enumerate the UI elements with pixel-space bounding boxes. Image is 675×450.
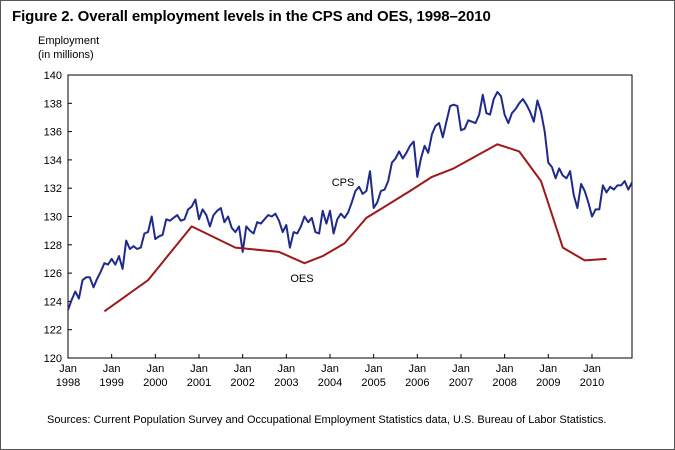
y-tick-label: 130: [44, 212, 62, 224]
x-tick-label-year: 2007: [449, 377, 473, 389]
x-tick-label-year: 2010: [580, 377, 604, 389]
x-tick-label-year: 1998: [56, 377, 80, 389]
x-tick-label-year: 2006: [405, 377, 429, 389]
series-line-oes: [103, 143, 607, 313]
x-tick-label-month: Jan: [408, 363, 426, 375]
x-tick-label-year: 2009: [536, 377, 560, 389]
y-tick-label: 126: [44, 268, 62, 280]
x-tick-label-month: Jan: [365, 363, 383, 375]
y-axis-label-line2: (in millions): [38, 49, 94, 61]
y-tick-label: 134: [44, 155, 62, 167]
y-tick-label: 120: [44, 353, 62, 365]
x-tick-label-month: Jan: [234, 363, 252, 375]
x-tick-label-year: 2008: [492, 377, 516, 389]
x-tick-label-year: 2005: [361, 377, 385, 389]
x-tick-label-month: Jan: [583, 363, 601, 375]
x-tick-label-year: 2004: [318, 377, 342, 389]
x-tick-label-year: 2000: [143, 377, 167, 389]
y-tick-label: 132: [44, 183, 62, 195]
source-note: Sources: Current Population Survey and O…: [47, 414, 607, 426]
series-label-cps: CPS: [332, 177, 355, 189]
x-tick-label-month: Jan: [321, 363, 339, 375]
x-tick-label-month: Jan: [277, 363, 295, 375]
y-tick-label: 122: [44, 325, 62, 337]
y-axis-label: Employment (in millions): [38, 34, 99, 62]
chart-title: Figure 2. Overall employment levels in t…: [12, 8, 491, 25]
series-label-oes: OES: [290, 273, 313, 285]
x-tick-label-month: Jan: [452, 363, 470, 375]
y-tick-label: 128: [44, 240, 62, 252]
x-tick-label-month: Jan: [146, 363, 164, 375]
chart-series: [67, 91, 633, 313]
x-tick-label-month: Jan: [496, 363, 514, 375]
y-tick-label: 136: [44, 127, 62, 139]
chart-annotations: CPS OES: [290, 177, 354, 285]
y-axis-label-line1: Employment: [38, 35, 100, 47]
y-tick-label: 124: [44, 296, 62, 308]
x-tick-label-month: Jan: [539, 363, 557, 375]
x-tick-label-month: Jan: [103, 363, 121, 375]
chart-axes: 120 122 124 126 128 130 132 134 136 138 140 Jan 1998…: [44, 70, 633, 389]
x-tick-label-year: 2003: [274, 377, 298, 389]
y-tick-label: 138: [44, 98, 62, 110]
series-line-cps: [67, 91, 633, 311]
x-tick-label-month: Jan: [190, 363, 208, 375]
x-tick-label-year: 2002: [230, 377, 254, 389]
x-tick-label-year: 1999: [99, 377, 123, 389]
x-tick-label-month: Jan: [59, 363, 77, 375]
x-tick-label-year: 2001: [187, 377, 211, 389]
y-tick-label: 140: [44, 70, 62, 82]
